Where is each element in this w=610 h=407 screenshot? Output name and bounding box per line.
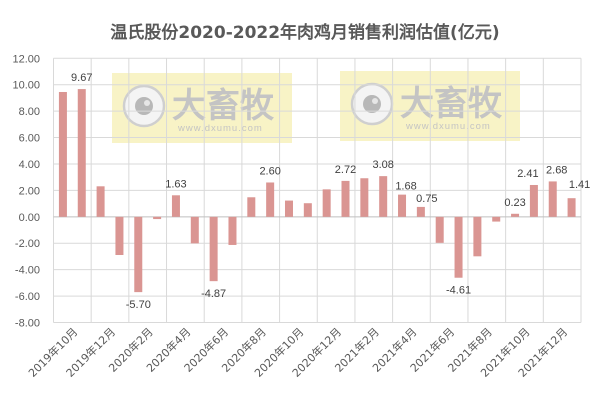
y-tick-label: -4.00 [15, 265, 40, 277]
bar [435, 216, 444, 243]
bar [398, 194, 407, 217]
bar [454, 216, 463, 278]
y-tick-label: 8.00 [19, 106, 40, 118]
y-tick-label: -6.00 [15, 291, 40, 303]
y-tick-label: 2.00 [19, 185, 40, 197]
bar [379, 176, 388, 217]
gridlines [53, 57, 582, 323]
x-axis-labels: 2019年10月2019年12月2020年2月2020年4月2020年6月202… [25, 325, 570, 380]
bar [303, 203, 312, 217]
y-tick-label: 4.00 [19, 159, 40, 171]
bar [492, 216, 501, 222]
bar [266, 182, 275, 217]
bar [341, 180, 350, 217]
data-labels: 9.67 -5.70 1.63 -4.87 2.60 2.72 3.081.680.75 -4… [71, 72, 590, 311]
bar [153, 216, 162, 220]
data-label: 1.63 [165, 178, 186, 190]
y-tick-label: 0.00 [19, 212, 40, 224]
data-label: 2.60 [259, 165, 280, 177]
data-label: 1.41 [569, 179, 590, 191]
bar [228, 216, 237, 245]
data-label: -4.61 [446, 285, 471, 297]
bar [473, 216, 482, 257]
bar-series [58, 89, 576, 293]
y-tick-label: -2.00 [15, 238, 40, 250]
y-tick-label: 12.00 [12, 53, 40, 65]
watermark-brand: 大畜牧 [400, 84, 503, 124]
data-label: 2.72 [335, 164, 356, 176]
y-tick-label: 6.00 [19, 133, 40, 145]
y-tick-label: -8.00 [15, 318, 40, 330]
data-label: 1.68 [395, 181, 416, 193]
data-label: 9.67 [71, 72, 92, 84]
bar [77, 89, 86, 217]
bar [115, 216, 124, 255]
chart-title: 温氏股份2020-2022年肉鸡月销售利润估值(亿元) [110, 23, 500, 43]
data-label: -4.87 [201, 288, 226, 300]
bar [529, 184, 538, 217]
y-axis-labels: 12.00 10.00 8.00 6.00 4.00 2.00 0.00 -2.00 -4.00… [12, 53, 40, 329]
bar [548, 181, 557, 217]
data-label: 2.41 [517, 168, 538, 180]
data-label: 3.08 [372, 159, 393, 171]
bar [134, 216, 143, 293]
bar [511, 213, 520, 217]
bar [567, 198, 576, 217]
bar [416, 206, 425, 217]
watermark-url: www.dxumu.com [405, 121, 491, 132]
bar [322, 189, 331, 217]
bar [209, 216, 218, 282]
data-label: -5.70 [126, 299, 151, 311]
bar [284, 200, 293, 217]
bar [58, 91, 67, 217]
data-label: 2.68 [546, 164, 567, 176]
bar [96, 186, 105, 217]
y-tick-label: 10.00 [12, 80, 40, 92]
bar [190, 216, 199, 244]
watermark-url: www.dxumu.com [177, 123, 263, 134]
watermark-brand: 大畜牧 [172, 86, 275, 126]
bar [360, 178, 369, 217]
data-label: 0.23 [504, 197, 525, 209]
data-label: 0.75 [416, 193, 437, 205]
bar [171, 195, 180, 217]
bar [247, 197, 256, 217]
